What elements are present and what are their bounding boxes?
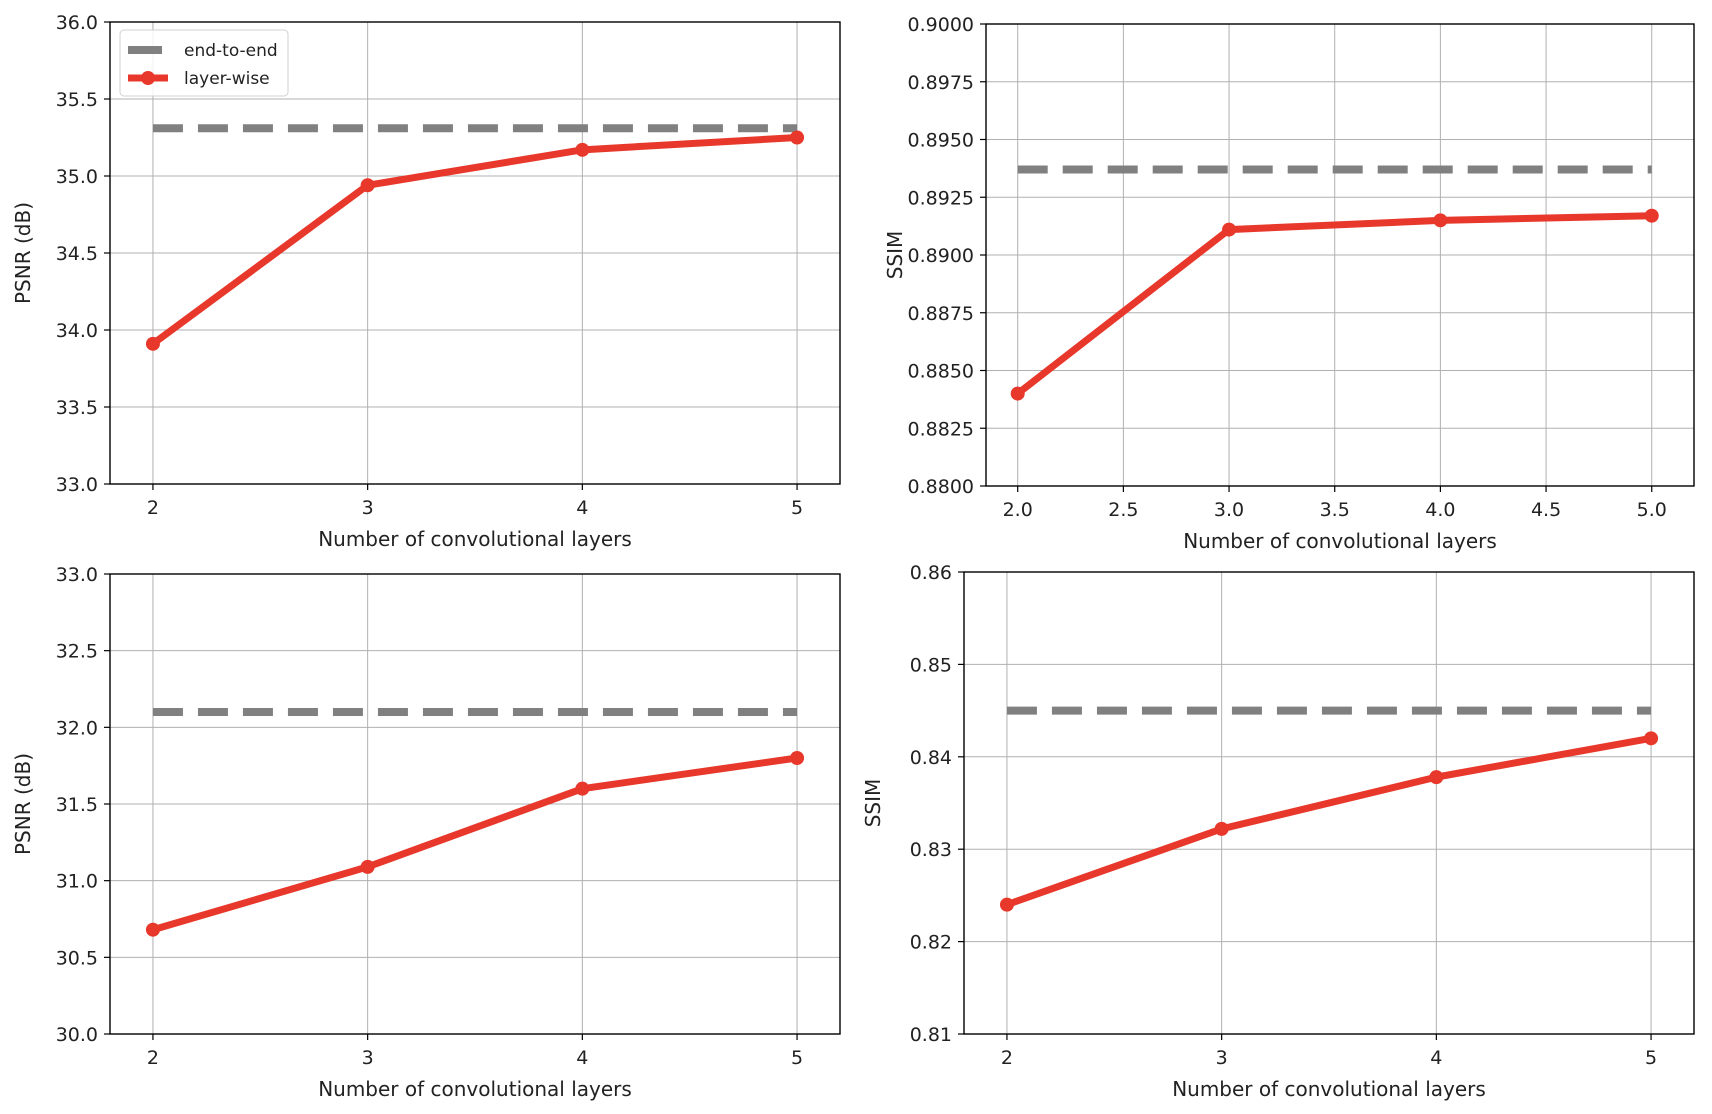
x-axis-label: Number of convolutional layers <box>1183 529 1497 553</box>
x-tick-label: 4 <box>1430 1047 1442 1069</box>
legend-label: layer-wise <box>184 69 270 89</box>
chart-panel-1: 2 3 4 5 33.0 33.5 34.0 34.5 35.0 35.5 36.0 Number o… <box>11 12 841 551</box>
x-tick-label: 3 <box>362 1047 374 1069</box>
y-axis-label: SSIM <box>883 231 907 280</box>
y-tick-label: 0.81 <box>910 1024 952 1046</box>
y-tick-label: 0.8950 <box>908 130 974 152</box>
x-tick-label: 4 <box>576 497 588 519</box>
x-tick-label: 3.0 <box>1214 499 1244 521</box>
x-tick-label: 2 <box>1001 1047 1013 1069</box>
chart-panel-3: 2 3 4 5 30.0 30.5 31.0 31.5 32.0 32.5 33.0 Number o… <box>11 564 841 1101</box>
y-tick-label: 0.85 <box>910 654 952 676</box>
x-tick-label: 5.0 <box>1637 499 1667 521</box>
y-tick-label: 0.8875 <box>908 303 974 325</box>
x-tick-label: 2 <box>147 1047 159 1069</box>
y-tick-label: 33.5 <box>56 397 98 419</box>
y-tick-label: 0.8850 <box>908 361 974 383</box>
y-tick-label: 35.5 <box>56 89 98 111</box>
y-tick-label: 33.0 <box>56 474 98 496</box>
y-tick-label: 35.0 <box>56 166 98 188</box>
series-line-layer-wise <box>151 754 798 934</box>
legend-marker <box>141 71 155 85</box>
y-tick-label: 0.8975 <box>908 72 974 94</box>
y-tick-label: 0.83 <box>910 839 952 861</box>
x-tick-label: 2.5 <box>1108 499 1138 521</box>
data-point <box>1010 386 1025 401</box>
plot-frame <box>109 21 841 485</box>
y-tick-label: 0.8900 <box>908 245 974 267</box>
y-axis-label: PSNR (dB) <box>11 753 35 855</box>
data-point <box>1644 208 1659 223</box>
y-tick-label: 34.5 <box>56 243 98 265</box>
x-axis-label: Number of convolutional layers <box>318 527 632 551</box>
y-tick-label: 30.5 <box>56 947 98 969</box>
y-axis-label: PSNR (dB) <box>11 202 35 304</box>
y-tick-label: 32.5 <box>56 641 98 663</box>
series-line-layer-wise <box>150 134 798 347</box>
y-tick-label: 30.0 <box>56 1024 98 1046</box>
data-point <box>999 897 1014 912</box>
legend: end-to-end layer-wise <box>119 29 289 97</box>
y-tick-label: 31.5 <box>56 794 98 816</box>
data-point <box>1222 222 1237 237</box>
y-tick-label: 33.0 <box>56 564 98 586</box>
plot-frame <box>109 573 841 1035</box>
data-point <box>575 781 590 796</box>
x-tick-label: 2.0 <box>1003 499 1033 521</box>
series-line-layer-wise <box>1005 734 1652 908</box>
x-axis-label: Number of convolutional layers <box>318 1077 632 1101</box>
data-point <box>145 922 160 937</box>
x-tick-label: 5 <box>1645 1047 1657 1069</box>
x-tick-label: 5 <box>791 497 803 519</box>
y-tick-label: 0.8825 <box>908 418 974 440</box>
data-point <box>790 751 805 765</box>
x-axis-label: Number of convolutional layers <box>1172 1077 1486 1101</box>
x-tick-label: 3 <box>1216 1047 1228 1069</box>
plot-frame <box>963 571 1695 1035</box>
y-tick-label: 0.84 <box>910 747 952 769</box>
data-point <box>1644 731 1659 746</box>
y-tick-label: 36.0 <box>56 12 98 34</box>
data-point <box>145 336 160 351</box>
x-tick-label: 4.5 <box>1531 499 1561 521</box>
y-tick-label: 34.0 <box>56 320 98 342</box>
y-tick-label: 0.86 <box>910 562 952 584</box>
x-tick-label: 3.5 <box>1320 499 1350 521</box>
data-point <box>1433 213 1448 228</box>
x-tick-label: 2 <box>147 497 159 519</box>
data-point <box>1429 770 1444 785</box>
y-tick-label: 0.8925 <box>908 187 974 209</box>
x-tick-label: 5 <box>791 1047 803 1069</box>
data-point <box>360 178 375 193</box>
x-tick-label: 3 <box>362 497 374 519</box>
data-point <box>575 142 590 157</box>
y-axis-label: SSIM <box>861 779 885 828</box>
data-point <box>1214 821 1229 836</box>
x-tick-label: 4.0 <box>1425 499 1455 521</box>
chart-panel-2: 2.0 2.5 3.0 3.5 4.0 4.5 5.0 0.8800 0.8825 0.8850 0… <box>883 14 1695 553</box>
y-tick-label: 0.82 <box>910 932 952 954</box>
y-tick-label: 0.8800 <box>908 476 974 498</box>
data-point <box>360 859 375 874</box>
x-tick-label: 4 <box>576 1047 588 1069</box>
y-tick-label: 0.9000 <box>908 14 974 36</box>
series-line-layer-wise <box>1015 212 1652 397</box>
y-tick-label: 32.0 <box>56 717 98 739</box>
legend-label: end-to-end <box>184 41 278 61</box>
data-point <box>790 130 805 145</box>
chart-panel-4: 2 3 4 5 0.81 0.82 0.83 0.84 0.85 0.86 Number of co… <box>861 562 1695 1101</box>
y-tick-label: 31.0 <box>56 871 98 893</box>
plot-frame <box>985 23 1695 487</box>
